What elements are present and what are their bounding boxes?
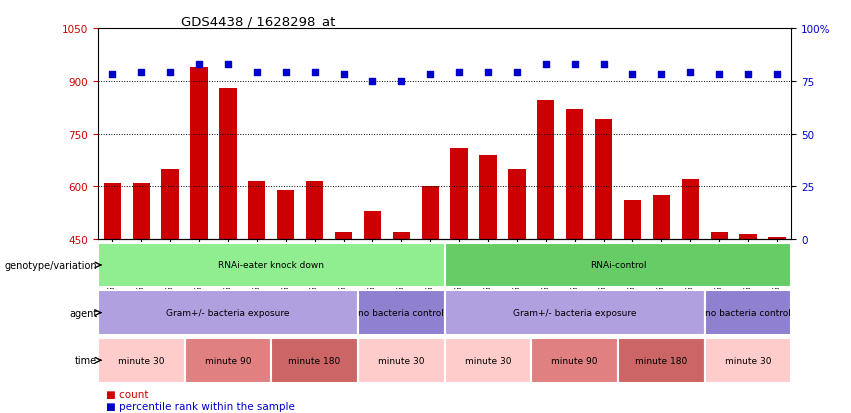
Point [712, 72, 726, 78]
Point [106, 72, 119, 78]
Bar [450, 148, 468, 240]
Bar [711, 233, 728, 240]
Point [452, 70, 465, 76]
Text: minute 90: minute 90 [204, 356, 251, 365]
Text: ■ percentile rank within the sample: ■ percentile rank within the sample [106, 401, 295, 411]
Bar [271, 338, 358, 383]
Bar [392, 233, 410, 240]
Text: GDS4438 / 1628298_at: GDS4438 / 1628298_at [181, 15, 335, 28]
Bar [104, 183, 121, 240]
Text: minute 180: minute 180 [288, 356, 340, 365]
Bar [277, 190, 294, 240]
Bar [358, 290, 445, 335]
Point [337, 72, 351, 78]
Text: minute 180: minute 180 [635, 356, 688, 365]
Text: minute 30: minute 30 [118, 356, 164, 365]
Bar [162, 169, 179, 240]
Bar [220, 89, 237, 240]
Bar [508, 169, 526, 240]
Text: Gram+/- bacteria exposure: Gram+/- bacteria exposure [166, 309, 289, 317]
Text: minute 30: minute 30 [725, 356, 771, 365]
Point [770, 72, 784, 78]
Point [625, 72, 639, 78]
Point [654, 72, 668, 78]
Bar [618, 338, 705, 383]
Point [134, 70, 148, 76]
Point [597, 62, 610, 68]
Text: minute 30: minute 30 [465, 356, 511, 365]
Point [308, 70, 322, 76]
Point [250, 70, 264, 76]
Point [221, 62, 235, 68]
Bar [740, 234, 757, 240]
Bar [248, 182, 266, 240]
Bar [768, 238, 785, 240]
Point [539, 62, 552, 68]
Bar [445, 243, 791, 288]
Bar [334, 233, 352, 240]
Text: RNAi-control: RNAi-control [590, 261, 646, 270]
Text: Gram+/- bacteria exposure: Gram+/- bacteria exposure [513, 309, 637, 317]
Point [163, 70, 177, 76]
Bar [306, 182, 323, 240]
Bar [98, 338, 185, 383]
Text: time: time [75, 355, 97, 366]
Bar [445, 338, 531, 383]
Bar [624, 201, 641, 240]
Bar [421, 187, 439, 240]
Text: agent: agent [69, 308, 97, 318]
Bar [705, 338, 791, 383]
Bar [705, 290, 791, 335]
Bar [566, 109, 584, 240]
Bar [653, 196, 670, 240]
Point [192, 62, 206, 68]
Text: RNAi-eater knock down: RNAi-eater knock down [218, 261, 324, 270]
Text: no bacteria control: no bacteria control [705, 309, 791, 317]
Point [481, 70, 494, 76]
Bar [682, 180, 699, 240]
Bar [445, 290, 705, 335]
Bar [133, 183, 150, 240]
Text: no bacteria control: no bacteria control [358, 309, 444, 317]
Point [683, 70, 697, 76]
Bar [595, 120, 612, 240]
Point [366, 78, 380, 85]
Bar [98, 290, 358, 335]
Text: genotype/variation: genotype/variation [4, 260, 97, 271]
Point [395, 78, 408, 85]
Bar [191, 68, 208, 240]
Bar [185, 338, 271, 383]
Bar [531, 338, 618, 383]
Bar [479, 155, 497, 240]
Point [741, 72, 755, 78]
Bar [363, 211, 381, 240]
Point [424, 72, 437, 78]
Text: ■ count: ■ count [106, 389, 149, 399]
Point [568, 62, 581, 68]
Text: minute 30: minute 30 [378, 356, 425, 365]
Point [510, 70, 523, 76]
Bar [537, 101, 555, 240]
Bar [358, 338, 445, 383]
Point [279, 70, 293, 76]
Bar [98, 243, 445, 288]
Text: minute 90: minute 90 [551, 356, 598, 365]
